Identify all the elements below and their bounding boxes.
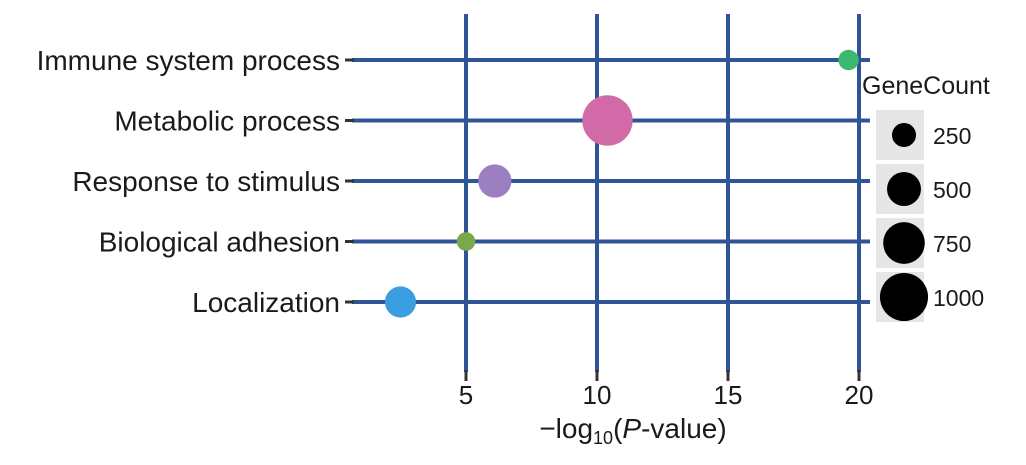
x-tick-label: 10 bbox=[583, 380, 612, 410]
y-tick-label: Metabolic process bbox=[114, 106, 340, 137]
y-tick-label: Localization bbox=[192, 287, 340, 318]
x-tick-label: 15 bbox=[714, 380, 743, 410]
data-point bbox=[456, 232, 476, 251]
x-axis-ticks: 5 10 15 20 bbox=[459, 370, 874, 410]
data-point bbox=[582, 95, 633, 146]
x-tick-label: 20 bbox=[845, 380, 874, 410]
data-point bbox=[838, 49, 859, 71]
legend-label: 500 bbox=[933, 177, 971, 203]
legend-label: 250 bbox=[933, 123, 971, 149]
legend-marker bbox=[891, 122, 917, 148]
data-points bbox=[384, 49, 859, 318]
x-tick-label: 5 bbox=[459, 380, 473, 410]
x-axis-title: −log10(P-value) bbox=[539, 413, 726, 448]
y-tick-label: Immune system process bbox=[37, 45, 340, 76]
legend-marker bbox=[879, 272, 929, 322]
y-axis-ticks: Immune system process Metabolic process Re… bbox=[37, 45, 354, 318]
legend-label: 1000 bbox=[933, 285, 984, 311]
y-tick-label: Biological adhesion bbox=[99, 227, 340, 258]
legend-marker bbox=[883, 222, 925, 264]
legend-marker bbox=[887, 172, 921, 206]
data-point bbox=[478, 164, 512, 198]
grid-layer bbox=[352, 14, 870, 372]
legend-label: 750 bbox=[933, 231, 971, 257]
legend: GeneCount 250 500 750 1000 bbox=[862, 72, 990, 322]
y-tick-label: Response to stimulus bbox=[72, 166, 340, 197]
legend-title: GeneCount bbox=[862, 72, 990, 100]
data-point bbox=[384, 286, 417, 318]
